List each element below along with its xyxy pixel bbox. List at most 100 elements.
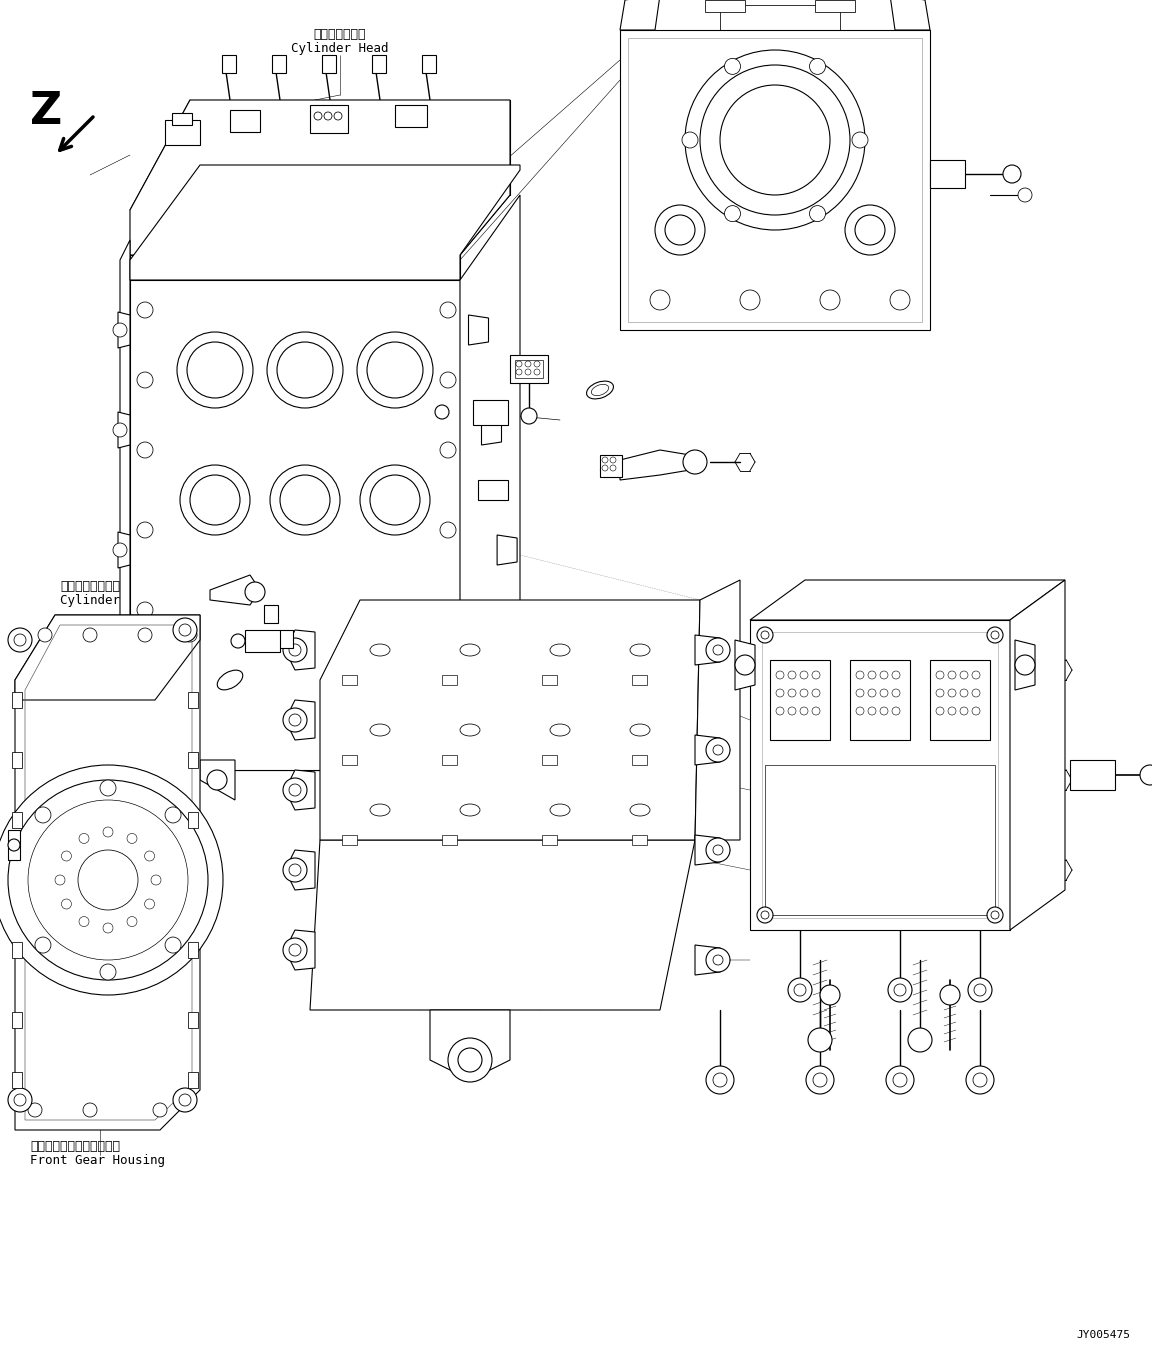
- Bar: [510, 355, 548, 384]
- Circle shape: [713, 1073, 727, 1088]
- Circle shape: [61, 899, 71, 909]
- Circle shape: [935, 689, 943, 697]
- Bar: [188, 752, 198, 769]
- Bar: [541, 674, 558, 685]
- Circle shape: [276, 342, 333, 398]
- Circle shape: [799, 672, 808, 678]
- Circle shape: [948, 707, 956, 715]
- Polygon shape: [130, 100, 510, 254]
- Circle shape: [683, 450, 707, 474]
- Ellipse shape: [550, 804, 570, 816]
- Circle shape: [100, 779, 116, 795]
- Circle shape: [820, 985, 840, 1005]
- Circle shape: [324, 112, 332, 120]
- Polygon shape: [200, 760, 235, 800]
- Polygon shape: [482, 415, 501, 446]
- Circle shape: [289, 713, 301, 725]
- Circle shape: [535, 369, 540, 376]
- Circle shape: [8, 839, 20, 851]
- Bar: [515, 359, 543, 378]
- Polygon shape: [120, 240, 130, 770]
- Circle shape: [267, 332, 343, 408]
- Circle shape: [968, 979, 992, 1001]
- Polygon shape: [695, 945, 730, 975]
- Bar: [541, 755, 558, 765]
- Polygon shape: [118, 642, 130, 678]
- Circle shape: [78, 851, 138, 910]
- Polygon shape: [1015, 639, 1034, 690]
- Circle shape: [144, 851, 154, 861]
- Circle shape: [525, 361, 531, 367]
- Polygon shape: [310, 840, 695, 1010]
- Bar: [750, 621, 1010, 930]
- Bar: [12, 942, 22, 958]
- Circle shape: [137, 682, 153, 699]
- Circle shape: [113, 653, 127, 668]
- Bar: [620, 30, 930, 330]
- Circle shape: [740, 289, 760, 310]
- Bar: [188, 692, 198, 708]
- Circle shape: [886, 1066, 914, 1094]
- Circle shape: [270, 464, 340, 534]
- Circle shape: [991, 911, 999, 919]
- Circle shape: [440, 302, 456, 318]
- Circle shape: [283, 638, 306, 662]
- Bar: [230, 110, 260, 132]
- Circle shape: [948, 689, 956, 697]
- Circle shape: [138, 629, 152, 642]
- Circle shape: [177, 332, 253, 408]
- Circle shape: [179, 1094, 191, 1106]
- Circle shape: [725, 58, 741, 74]
- Circle shape: [960, 672, 968, 678]
- Circle shape: [991, 631, 999, 639]
- Circle shape: [867, 672, 876, 678]
- Circle shape: [713, 744, 723, 755]
- Ellipse shape: [370, 643, 391, 656]
- Polygon shape: [620, 0, 660, 30]
- Circle shape: [776, 672, 785, 678]
- Text: Cylinder Head: Cylinder Head: [291, 42, 388, 55]
- Circle shape: [972, 707, 980, 715]
- Circle shape: [357, 332, 433, 408]
- Polygon shape: [118, 532, 130, 568]
- Bar: [310, 105, 348, 133]
- Circle shape: [813, 1073, 827, 1088]
- Bar: [442, 674, 457, 685]
- Circle shape: [289, 643, 301, 656]
- Circle shape: [55, 875, 65, 886]
- Bar: [600, 455, 622, 476]
- Circle shape: [289, 864, 301, 876]
- Circle shape: [761, 631, 770, 639]
- Circle shape: [8, 779, 209, 980]
- Circle shape: [810, 58, 826, 74]
- Bar: [12, 1012, 22, 1028]
- Ellipse shape: [630, 724, 650, 736]
- Circle shape: [757, 627, 773, 643]
- Bar: [930, 660, 990, 740]
- Circle shape: [137, 602, 153, 618]
- Circle shape: [973, 984, 986, 996]
- Ellipse shape: [550, 643, 570, 656]
- Bar: [628, 38, 922, 322]
- Circle shape: [458, 1049, 482, 1071]
- Ellipse shape: [586, 381, 613, 398]
- Bar: [264, 604, 278, 623]
- Polygon shape: [320, 600, 700, 840]
- Circle shape: [892, 672, 900, 678]
- Circle shape: [650, 289, 670, 310]
- Polygon shape: [15, 615, 200, 1131]
- Text: JY005475: JY005475: [1076, 1330, 1130, 1341]
- Circle shape: [103, 923, 113, 933]
- Circle shape: [893, 1073, 907, 1088]
- Circle shape: [987, 627, 1003, 643]
- Polygon shape: [890, 0, 930, 30]
- Circle shape: [820, 289, 840, 310]
- Text: シリンダブロック: シリンダブロック: [60, 580, 120, 594]
- Circle shape: [706, 638, 730, 662]
- Circle shape: [173, 618, 197, 642]
- Circle shape: [28, 800, 188, 960]
- Circle shape: [440, 371, 456, 388]
- Bar: [632, 674, 647, 685]
- Polygon shape: [118, 312, 130, 349]
- Circle shape: [283, 708, 306, 732]
